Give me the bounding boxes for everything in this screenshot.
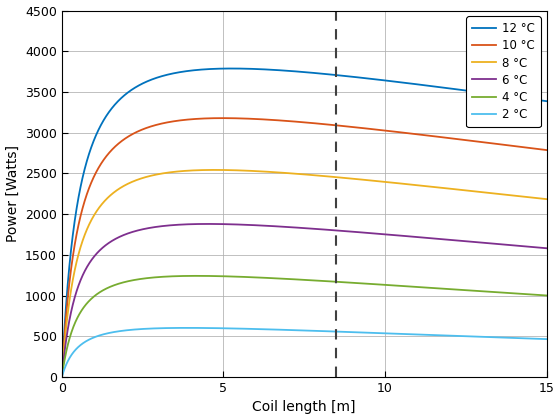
12 °C — [58, 375, 65, 380]
Line: 6 °C: 6 °C — [62, 224, 547, 377]
2 °C — [85, 338, 91, 343]
8 °C — [458, 187, 464, 192]
2 °C — [184, 326, 190, 331]
12 °C — [239, 66, 245, 71]
Line: 8 °C: 8 °C — [62, 170, 547, 377]
8 °C — [101, 198, 108, 203]
6 °C — [204, 221, 211, 226]
2 °C — [239, 326, 245, 331]
Y-axis label: Power [Watts]: Power [Watts] — [6, 145, 20, 242]
10 °C — [101, 156, 108, 161]
4 °C — [69, 327, 76, 332]
6 °C — [101, 244, 108, 249]
6 °C — [58, 375, 65, 380]
10 °C — [239, 116, 245, 121]
8 °C — [69, 279, 76, 284]
10 °C — [69, 256, 76, 261]
2 °C — [458, 333, 464, 339]
Legend: 12 °C, 10 °C, 8 °C, 6 °C, 4 °C, 2 °C: 12 °C, 10 °C, 8 °C, 6 °C, 4 °C, 2 °C — [466, 16, 540, 127]
12 °C — [458, 87, 464, 92]
X-axis label: Coil length [m]: Coil length [m] — [253, 400, 356, 415]
2 °C — [58, 375, 65, 380]
Line: 2 °C: 2 °C — [62, 328, 547, 377]
8 °C — [58, 375, 65, 380]
10 °C — [458, 137, 464, 142]
Line: 4 °C: 4 °C — [62, 276, 547, 377]
2 °C — [69, 351, 76, 356]
8 °C — [212, 168, 218, 173]
10 °C — [219, 116, 226, 121]
2 °C — [101, 331, 108, 336]
6 °C — [69, 303, 76, 308]
6 °C — [458, 238, 464, 243]
4 °C — [101, 287, 108, 292]
6 °C — [239, 222, 245, 227]
4 °C — [239, 274, 245, 279]
6 °C — [85, 263, 91, 268]
12 °C — [69, 235, 76, 240]
10 °C — [85, 189, 91, 194]
12 °C — [543, 99, 550, 104]
2 °C — [543, 336, 550, 341]
4 °C — [543, 293, 550, 298]
4 °C — [350, 280, 357, 285]
4 °C — [193, 273, 200, 278]
12 °C — [228, 66, 235, 71]
Line: 10 °C: 10 °C — [62, 118, 547, 377]
12 °C — [85, 155, 91, 160]
4 °C — [458, 287, 464, 292]
12 °C — [101, 116, 108, 121]
6 °C — [350, 229, 357, 234]
10 °C — [543, 147, 550, 152]
4 °C — [85, 300, 91, 305]
8 °C — [543, 197, 550, 202]
12 °C — [350, 74, 357, 79]
10 °C — [58, 375, 65, 380]
8 °C — [85, 225, 91, 230]
8 °C — [350, 176, 357, 181]
6 °C — [543, 246, 550, 251]
10 °C — [350, 125, 357, 130]
8 °C — [239, 168, 245, 173]
Line: 12 °C: 12 °C — [62, 68, 547, 377]
2 °C — [350, 330, 357, 335]
4 °C — [58, 375, 65, 380]
